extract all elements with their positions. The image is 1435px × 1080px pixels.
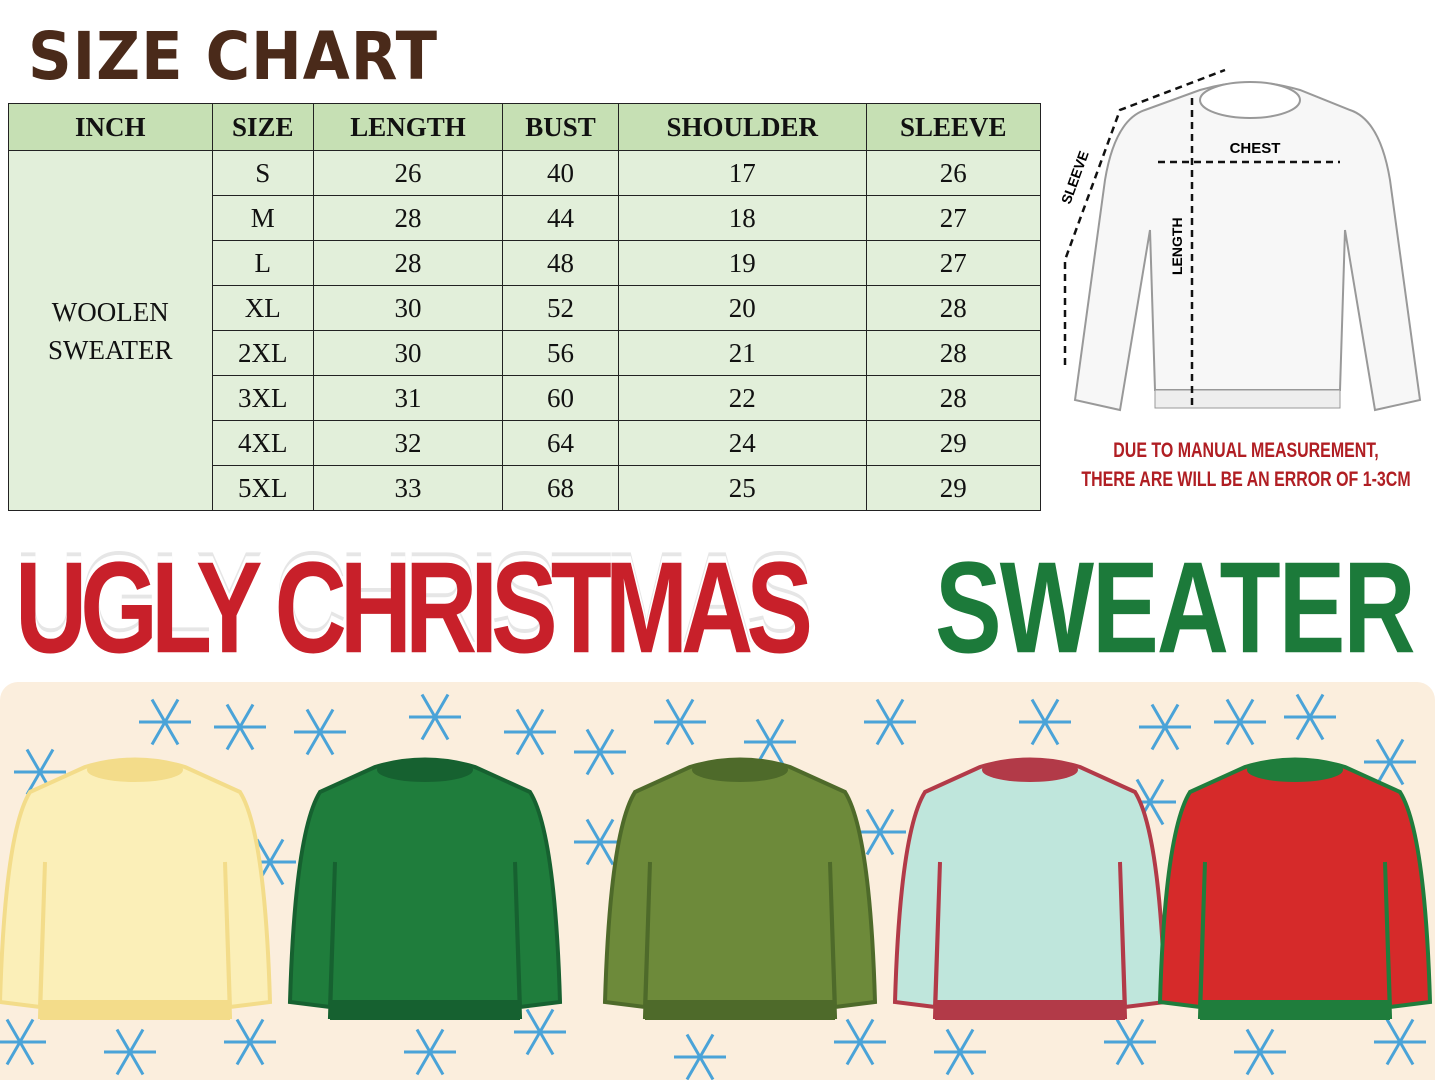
table-cell: 64	[502, 420, 620, 466]
table-cell: 52	[502, 285, 620, 331]
polar-bear-sweater-illustration	[287, 757, 563, 1020]
snowflake-icon	[294, 708, 346, 756]
table-cell: 30	[313, 330, 504, 376]
christmas-tree-sweater-illustration	[0, 757, 273, 1020]
table-cell: 2XL	[211, 330, 315, 376]
snowflake-icon	[0, 1018, 46, 1066]
snowflake-icon	[1104, 1018, 1156, 1066]
snowflake-icon	[674, 1033, 726, 1080]
table-cell: 3XL	[211, 375, 315, 421]
table-cell: 4XL	[211, 420, 315, 466]
snowflake-icon	[409, 693, 461, 741]
snowflake-icon	[224, 1018, 276, 1066]
table-cell: 20	[618, 285, 867, 331]
reindeer-sweater-illustration	[602, 757, 878, 1020]
snowflake-icon	[104, 1028, 156, 1076]
table-cell: 28	[865, 375, 1042, 421]
table-cell: 28	[865, 285, 1042, 331]
table-cell: 19	[618, 240, 867, 286]
column-header: SHOULDER	[618, 103, 867, 151]
table-cell: 27	[865, 240, 1042, 286]
table-cell: S	[211, 150, 315, 196]
column-header: LENGTH	[313, 103, 504, 151]
table-cell: 29	[865, 420, 1042, 466]
table-row: 3XL 31 60 22 28	[9, 375, 1042, 421]
snowflake-icon	[1139, 703, 1191, 751]
column-header: INCH	[8, 103, 213, 151]
snowflake-icon	[744, 718, 796, 766]
snowflake-icon	[404, 1028, 456, 1076]
table-row: L 28 48 19 27	[9, 240, 1042, 286]
sweater-measurement-diagram: CHEST LENGTH SLEEVE	[1058, 68, 1422, 412]
snowflake-icon	[244, 838, 296, 886]
note-line-1: DUE TO MANUAL MEASUREMENT,	[1113, 439, 1379, 462]
table-cell: 31	[313, 375, 504, 421]
table-row: 5XL 33 68 25 29	[9, 465, 1042, 511]
snowflake-icon	[1364, 738, 1416, 786]
nordic-sweater-illustration	[892, 757, 1168, 1020]
table-cell: 25	[618, 465, 867, 511]
table-cell: 5XL	[211, 465, 315, 511]
note-line-2: THERE ARE WILL BE AN ERROR OF 1-3CM	[1081, 468, 1411, 491]
table-cell: 28	[865, 330, 1042, 376]
table-cell: 33	[313, 465, 504, 511]
snowflake-icon	[864, 698, 916, 746]
table-cell: 60	[502, 375, 620, 421]
table-cell: M	[211, 195, 315, 241]
snowflake-icon	[1374, 1018, 1426, 1066]
table-cell: 26	[313, 150, 504, 196]
snowflake-icon	[654, 698, 706, 746]
table-cell: 21	[618, 330, 867, 376]
snowflake-icon	[139, 698, 191, 746]
table-cell: 40	[502, 150, 620, 196]
category-cell: WOOLEN SWEATER	[8, 150, 213, 511]
column-header: SLEEVE	[865, 103, 1042, 151]
sweater-artwork	[0, 693, 1433, 1080]
snowflake-icon	[1214, 698, 1266, 746]
table-cell: 17	[618, 150, 867, 196]
banner-sweater: SWEATER	[935, 535, 1416, 681]
sweater-illustrations	[0, 682, 1435, 1080]
snowflake-icon	[504, 708, 556, 756]
snowflake-icon	[574, 728, 626, 776]
snowflake-icon	[1019, 698, 1071, 746]
table-cell: 30	[313, 285, 504, 331]
category-line-2: SWEATER	[48, 334, 173, 365]
snowflake-icon	[574, 818, 626, 866]
category-line-1: WOOLEN	[51, 296, 169, 327]
measurement-note: DUE TO MANUAL MEASUREMENT, THERE ARE WIL…	[1081, 436, 1410, 494]
table-cell: 68	[502, 465, 620, 511]
table-row: WOOLEN SWEATER S 26 40 17 26	[8, 150, 1042, 511]
snowflake-icon	[514, 1008, 566, 1056]
table-cell: 27	[865, 195, 1042, 241]
elf-sweater-illustration	[1157, 757, 1433, 1020]
table-cell: L	[211, 240, 315, 286]
table-cell: 24	[618, 420, 867, 466]
table-cell: 28	[313, 195, 504, 241]
snowflake-icon	[834, 1018, 886, 1066]
length-label: LENGTH	[1169, 217, 1185, 275]
page-title: SIZE CHART	[28, 18, 438, 95]
size-table: INCH SIZE LENGTH BUST SHOULDER SLEEVE WOOLEN S…	[8, 103, 1042, 511]
table-cell: 48	[502, 240, 620, 286]
column-header: SIZE	[211, 103, 315, 151]
table-row: 2XL 30 56 21 28	[9, 330, 1042, 376]
table-cell: XL	[211, 285, 315, 331]
table-cell: 44	[502, 195, 620, 241]
banner-ugly-christmas: UGLY CHRISTMAS	[15, 535, 813, 681]
snowflake-icon	[1234, 1028, 1286, 1076]
banner: UGLY CHRISTMAS SWEATER	[0, 535, 1435, 681]
snowflake-icon	[934, 1028, 986, 1076]
table-cell: 22	[618, 375, 867, 421]
table-cell: 32	[313, 420, 504, 466]
table-cell: 29	[865, 465, 1042, 511]
snowflake-icon	[1284, 693, 1336, 741]
snowflake-icon	[214, 703, 266, 751]
table-cell: 28	[313, 240, 504, 286]
column-header: BUST	[502, 103, 620, 151]
table-cell: 26	[865, 150, 1042, 196]
chest-label: CHEST	[1230, 140, 1281, 157]
table-cell: 56	[502, 330, 620, 376]
table-cell: 18	[618, 195, 867, 241]
